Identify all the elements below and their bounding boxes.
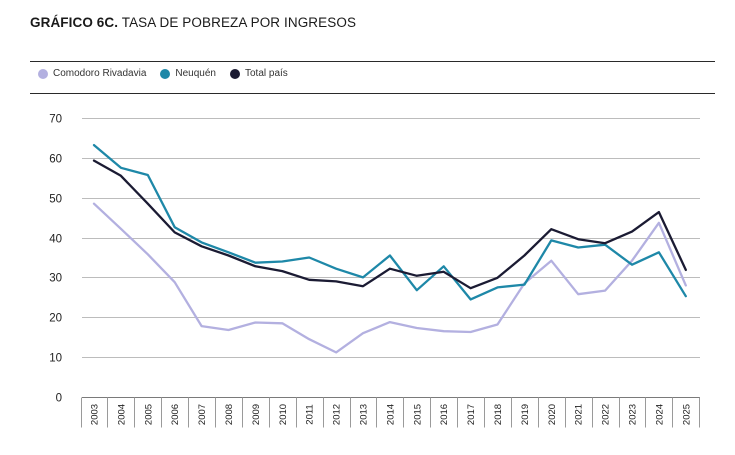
- x-tick-label-2011: 2011: [305, 404, 316, 424]
- series-line-total-pais: [92, 159, 687, 290]
- legend-item-neuquen: Neuquén: [160, 68, 216, 79]
- x-tick-label-2009: 2009: [251, 404, 262, 425]
- x-tick-label-2022: 2022: [601, 404, 612, 425]
- x-tick-label-2021: 2021: [574, 404, 585, 425]
- x-tick-label-2014: 2014: [385, 404, 396, 425]
- y-tick-label-50: 50: [49, 194, 62, 206]
- x-tick-label-2024: 2024: [654, 404, 665, 425]
- x-tick-label-2013: 2013: [359, 404, 370, 425]
- y-tick-label-0: 0: [56, 393, 62, 405]
- x-tick-label-2017: 2017: [466, 404, 477, 425]
- x-tick-label-2012: 2012: [332, 404, 343, 425]
- legend-item-comodoro: Comodoro Rivadavia: [38, 68, 146, 79]
- chart-title-number: GRÁFICO 6C.: [30, 15, 119, 30]
- top-rule: [30, 61, 715, 62]
- legend-item-total: Total país: [229, 68, 288, 79]
- y-tick-label-10: 10: [49, 353, 62, 365]
- chart-title: GRÁFICO 6C. TASA DE POBREZA POR INGRESOS: [30, 15, 356, 30]
- y-tick-label-20: 20: [49, 313, 62, 325]
- x-tick-label-2016: 2016: [439, 404, 450, 425]
- x-tick-label-2025: 2025: [681, 404, 692, 425]
- legend-marker-comodoro: [38, 68, 48, 79]
- x-tick-label-2010: 2010: [278, 404, 289, 425]
- legend-marker-neuquen: [160, 68, 171, 79]
- legend-label-neuquen: Neuquén: [175, 68, 216, 79]
- legend-bottom-rule: [30, 93, 715, 94]
- series-line-comodoro-rivadavia: [92, 202, 687, 354]
- x-tick-label-2007: 2007: [197, 404, 208, 425]
- x-tick-label-2008: 2008: [224, 404, 235, 425]
- chart-title-text: TASA DE POBREZA POR INGRESOS: [121, 15, 357, 30]
- y-tick-label-40: 40: [49, 234, 62, 246]
- x-tick-label-2023: 2023: [628, 404, 639, 425]
- legend-label-comodoro: Comodoro Rivadavia: [53, 68, 147, 79]
- legend-label-total: Total país: [244, 68, 288, 79]
- legend-marker-total: [229, 68, 240, 79]
- legend: Comodoro Rivadavia Neuquén Total país: [38, 68, 302, 79]
- y-tick-label-30: 30: [49, 273, 62, 285]
- x-tick-label-2003: 2003: [90, 404, 101, 425]
- x-tick-label-2005: 2005: [143, 404, 154, 425]
- x-tick-label-2019: 2019: [520, 404, 531, 425]
- x-tick-label-2006: 2006: [170, 404, 181, 425]
- x-tick-label-2020: 2020: [547, 404, 558, 425]
- x-tick-label-2018: 2018: [493, 404, 504, 425]
- x-tick-label-2015: 2015: [412, 404, 423, 425]
- series-line-neuquen: [92, 143, 687, 301]
- x-tick-label-2004: 2004: [116, 404, 127, 425]
- y-tick-label-60: 60: [49, 154, 62, 166]
- y-tick-label-70: 70: [49, 114, 62, 126]
